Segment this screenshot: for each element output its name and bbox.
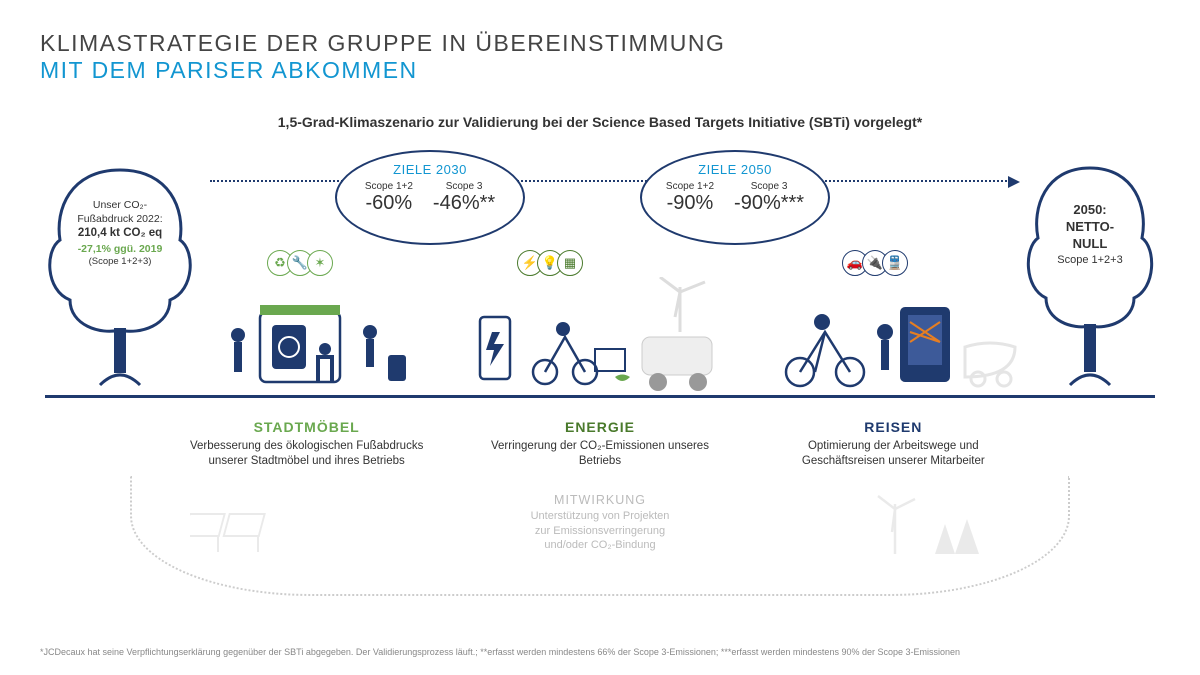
tree-left: Unser CO₂- Fußabdruck 2022: 210,4 kt CO₂… <box>40 160 200 390</box>
tl-l2: Fußabdruck 2022: <box>55 212 185 226</box>
target-bubble-2050: ZIELE 2050 Scope 1+2-90% Scope 3-90%*** <box>640 150 830 245</box>
scene-energie <box>470 277 730 397</box>
tl-delta: -27,1% ggü. 2019 <box>55 242 185 256</box>
icon-cluster-reisen: 🚗🔌🚆 <box>845 250 905 276</box>
tr-l2: NETTO- <box>1035 219 1145 236</box>
timeline-arrow <box>210 180 1010 182</box>
tr-l3: NULL <box>1035 236 1145 253</box>
categories-row: STADTMÖBEL Verbesserung des ökologischen… <box>160 418 1040 470</box>
cat-energie: ENERGIE Verringerung der CO₂-Emissionen … <box>477 418 723 470</box>
tree-right: 2050: NETTO- NULL Scope 1+2+3 <box>1020 160 1160 390</box>
cat1-body: Verbesserung des ökologischen Fußabdruck… <box>183 439 429 470</box>
tree-right-text: 2050: NETTO- NULL Scope 1+2+3 <box>1035 202 1145 267</box>
b2030-col1: Scope 1+2-60% <box>365 181 413 215</box>
tr-scope: Scope 1+2+3 <box>1035 253 1145 267</box>
ghost-wind-trees-icon <box>870 494 990 569</box>
cat3-head: REISEN <box>770 418 1016 437</box>
cat-stadtmoebel: STADTMÖBEL Verbesserung des ökologischen… <box>183 418 429 470</box>
tree-right-shape <box>1020 160 1160 390</box>
tl-scope: (Scope 1+2+3) <box>55 256 185 269</box>
cat-reisen: REISEN Optimierung der Arbeitswege und G… <box>770 418 1016 470</box>
title-line-2: MIT DEM PARISER ABKOMMEN <box>40 57 1160 84</box>
target-bubble-2030: ZIELE 2030 Scope 1+2-60% Scope 3-46%** <box>335 150 525 245</box>
star-icon: ✶ <box>307 250 333 276</box>
tr-l1: 2050: <box>1035 202 1145 219</box>
scene-stadtmoebel <box>220 277 440 397</box>
footnote: *JCDecaux hat seine Verpflichtungserklär… <box>40 647 1160 657</box>
cat2-body: Verringerung der CO₂-Emissionen unseres … <box>477 439 723 470</box>
icon-cluster-stadtmoebel: ♻🔧✶ <box>270 250 330 276</box>
b2050-col1: Scope 1+2-90% <box>666 181 714 215</box>
cat1-head: STADTMÖBEL <box>183 418 429 437</box>
tree-left-text: Unser CO₂- Fußabdruck 2022: 210,4 kt CO₂… <box>55 198 185 269</box>
cat3-body: Optimierung der Arbeitswege und Geschäft… <box>770 439 1016 470</box>
tl-l1: Unser CO₂- <box>55 198 185 212</box>
ghost-solar-icon <box>190 494 280 559</box>
tl-value: 210,4 kt CO₂ eq <box>55 226 185 242</box>
b2050-head: ZIELE 2050 <box>642 162 828 177</box>
cat2-head: ENERGIE <box>477 418 723 437</box>
b2030-head: ZIELE 2030 <box>337 162 523 177</box>
b2030-col2: Scope 3-46%** <box>433 181 495 215</box>
b2050-col2: Scope 3-90%*** <box>734 181 804 215</box>
scene-reisen <box>760 277 1020 397</box>
train-icon: 🚆 <box>882 250 908 276</box>
subtitle: 1,5-Grad-Klimaszenario zur Validierung b… <box>40 114 1160 130</box>
title-line-1: KLIMASTRATEGIE DER GRUPPE IN ÜBEREINSTIM… <box>40 30 1160 57</box>
icon-cluster-energie: ⚡💡▦ <box>520 250 580 276</box>
timeline-stage: Unser CO₂- Fußabdruck 2022: 210,4 kt CO₂… <box>40 140 1160 420</box>
tree-left-shape <box>40 160 200 390</box>
ground-line <box>45 395 1155 398</box>
solar-icon: ▦ <box>557 250 583 276</box>
ghost-section: MITWIRKUNG Unterstützung von Projekten z… <box>130 484 1070 594</box>
